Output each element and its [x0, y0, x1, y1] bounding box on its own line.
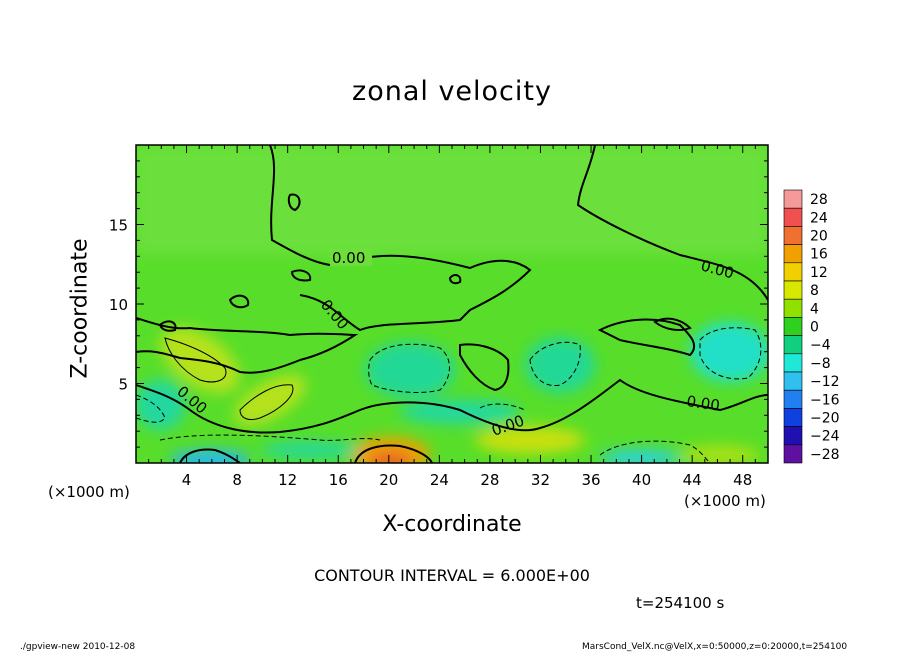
x-tick-label: 40 [632, 471, 651, 489]
x-tick-label: 48 [733, 471, 752, 489]
colorbar-swatch [783, 189, 803, 209]
x-tick-label: 32 [531, 471, 550, 489]
contour-label: 0.00 [685, 392, 721, 414]
colorbar-swatch [783, 298, 803, 318]
colorbar-swatch [783, 371, 803, 391]
colorbar-swatch [783, 335, 803, 355]
x-tick-label: 16 [329, 471, 348, 489]
colorbar-swatch [783, 226, 803, 245]
x-tick-label: 20 [379, 471, 398, 489]
colorbar-swatch [783, 408, 803, 427]
colorbar-label: −4 [810, 338, 831, 354]
contour-interval-text: CONTOUR INTERVAL = 6.000E+00 [314, 566, 590, 585]
colorbar: 28 24 20 16 12 8 4 0 −4 −8 −12 −16 −20 −24 −28 [783, 189, 840, 464]
colorbar-label: −16 [810, 392, 840, 408]
colorbar-label: −24 [810, 429, 840, 445]
contour-label: 0.00 [332, 249, 365, 267]
x-tick-label: 28 [480, 471, 499, 489]
y-axis-label: Z-coordinate [67, 238, 93, 379]
colorbar-label: 12 [810, 265, 828, 281]
colorbar-label: −12 [810, 374, 840, 390]
footer-right-text: MarsCond_VelX.nc@VelX,x=0:50000,z=0:2000… [582, 642, 848, 652]
colorbar-label: 28 [810, 192, 828, 208]
x-unit-label-left: (×1000 m) [48, 483, 130, 501]
x-tick-label: 36 [581, 471, 600, 489]
x-axis-label: X-coordinate [382, 512, 522, 537]
colorbar-swatch [783, 353, 803, 373]
x-axis-ticks: 4 8 12 16 20 24 28 32 36 40 44 48 [135, 145, 769, 489]
y-tick-label: 5 [118, 376, 128, 394]
y-tick-label: 15 [109, 217, 128, 235]
colorbar-swatch [783, 262, 803, 282]
colorbar-swatch [783, 244, 803, 264]
x-unit-label-right: (×1000 m) [684, 492, 766, 510]
colorbar-label: 24 [810, 210, 828, 226]
x-tick-label: 8 [232, 471, 242, 489]
time-text: t=254100 s [636, 594, 725, 612]
chart-title: zonal velocity [352, 76, 552, 107]
y-axis-ticks: 5 10 15 [109, 144, 768, 464]
shaded-field [136, 145, 768, 463]
colorbar-label: −8 [810, 356, 831, 372]
colorbar-label: 0 [810, 320, 819, 336]
colorbar-label: 8 [810, 283, 819, 299]
colorbar-label: −20 [810, 411, 840, 427]
colorbar-label: 16 [810, 247, 828, 263]
colorbar-swatch [783, 444, 803, 464]
x-tick-label: 12 [278, 471, 297, 489]
colorbar-label: 20 [810, 229, 828, 245]
contour-lines [136, 145, 768, 463]
colorbar-swatch [783, 426, 803, 446]
colorbar-swatch [783, 280, 803, 300]
colorbar-swatch [783, 389, 803, 409]
colorbar-swatch [783, 317, 803, 336]
y-tick-label: 10 [109, 296, 128, 314]
colorbar-swatch [783, 207, 803, 227]
colorbar-label: 4 [810, 301, 819, 317]
footer-left-text: ./gpview-new 2010-12-08 [20, 642, 136, 652]
x-tick-label: 44 [683, 471, 702, 489]
colorbar-label: −28 [810, 447, 840, 463]
x-tick-label: 24 [430, 471, 449, 489]
x-tick-label: 4 [182, 471, 192, 489]
